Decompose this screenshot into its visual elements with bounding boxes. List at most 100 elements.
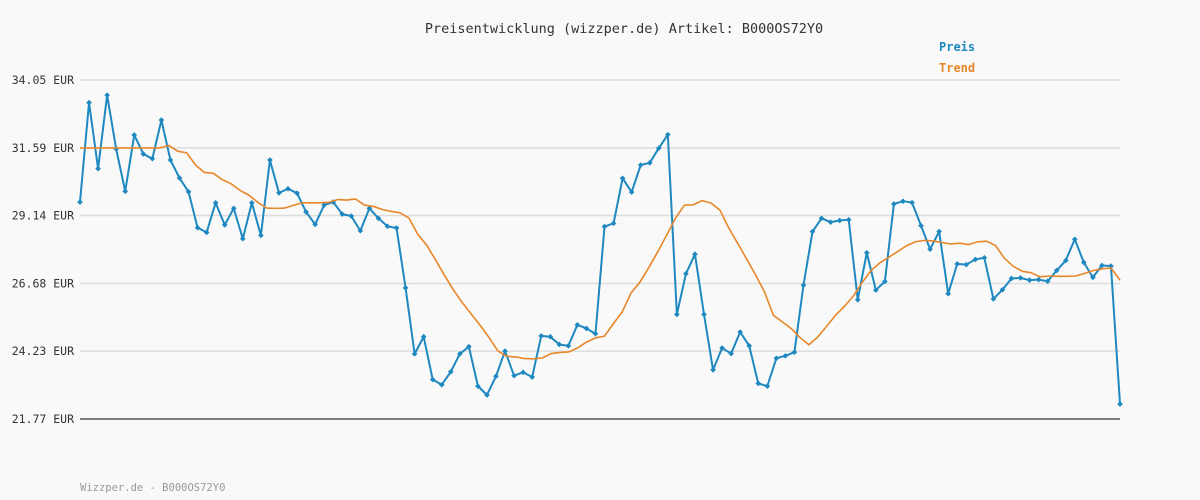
data-point xyxy=(972,256,979,263)
data-point xyxy=(827,219,834,225)
y-tick-label: 31.59 EUR xyxy=(12,141,74,155)
data-point xyxy=(493,373,499,380)
data-point xyxy=(529,374,535,380)
legend-item-trend: Trend xyxy=(939,61,975,75)
data-point xyxy=(583,325,590,332)
data-point xyxy=(655,145,662,152)
data-point xyxy=(863,249,870,256)
data-point xyxy=(294,190,300,197)
data-point xyxy=(692,251,698,258)
data-point xyxy=(158,117,165,123)
data-point xyxy=(285,185,291,192)
data-point xyxy=(719,345,725,351)
data-point xyxy=(321,202,327,208)
data-point xyxy=(258,232,264,239)
data-point xyxy=(891,201,897,207)
data-point xyxy=(95,165,101,172)
data-point xyxy=(574,322,581,328)
series-layer xyxy=(77,92,1123,407)
data-point xyxy=(86,99,92,106)
data-point xyxy=(420,333,427,340)
data-point xyxy=(411,351,418,357)
data-point xyxy=(637,162,644,168)
data-point xyxy=(954,261,961,267)
data-point xyxy=(375,215,382,222)
data-point xyxy=(1081,259,1087,266)
data-point xyxy=(185,188,192,195)
data-point xyxy=(457,351,463,357)
series-line-trend xyxy=(80,144,1121,360)
data-point xyxy=(791,349,798,356)
data-point xyxy=(167,157,174,163)
data-point xyxy=(882,278,888,285)
data-point xyxy=(339,211,346,217)
data-point xyxy=(873,287,879,293)
data-point xyxy=(1117,401,1123,407)
data-point xyxy=(945,290,951,297)
data-point xyxy=(176,175,183,181)
data-point xyxy=(565,343,572,349)
data-point xyxy=(447,368,454,375)
series-line-preis xyxy=(79,94,1121,405)
data-point xyxy=(303,209,309,215)
data-point xyxy=(854,296,861,303)
data-point xyxy=(520,369,526,376)
data-point xyxy=(683,270,689,277)
data-point xyxy=(267,157,273,163)
data-point xyxy=(221,222,228,228)
data-point xyxy=(782,352,789,359)
data-point xyxy=(77,199,83,205)
data-point xyxy=(665,131,671,138)
data-point xyxy=(746,343,753,349)
data-point xyxy=(502,348,508,354)
data-point xyxy=(1071,236,1078,243)
data-point xyxy=(104,92,110,99)
data-point xyxy=(438,381,445,388)
y-tick-label: 21.77 EUR xyxy=(12,412,74,426)
data-point xyxy=(773,355,780,362)
data-point xyxy=(674,311,680,318)
data-point xyxy=(249,200,255,206)
data-point xyxy=(701,311,707,318)
data-point xyxy=(547,333,554,340)
data-point xyxy=(1053,267,1060,274)
data-point xyxy=(737,329,743,335)
data-point xyxy=(511,372,517,379)
data-point xyxy=(122,188,129,195)
y-tick-label: 29.14 EUR xyxy=(12,209,74,223)
data-point xyxy=(900,198,906,205)
data-point xyxy=(1044,278,1051,285)
data-point xyxy=(936,228,942,235)
data-point xyxy=(818,215,825,222)
data-point xyxy=(366,205,373,212)
y-tick-label: 26.68 EUR xyxy=(12,276,74,290)
data-point xyxy=(1026,277,1033,283)
data-point xyxy=(230,205,237,212)
data-point xyxy=(646,159,653,166)
data-point xyxy=(312,221,318,228)
data-point xyxy=(149,155,156,162)
data-point xyxy=(556,341,563,348)
data-point xyxy=(194,224,201,231)
data-point xyxy=(239,235,246,242)
data-point xyxy=(357,227,364,234)
data-point xyxy=(140,151,147,157)
data-point xyxy=(466,343,472,350)
data-point xyxy=(918,222,924,229)
data-point xyxy=(402,285,409,291)
data-point xyxy=(384,223,391,230)
data-point xyxy=(764,383,771,389)
data-point xyxy=(348,213,355,219)
chart-title: Preisentwicklung (wizzper.de) Artikel: B… xyxy=(425,21,823,37)
data-point xyxy=(728,350,734,357)
data-point xyxy=(909,199,915,206)
data-point xyxy=(484,392,490,398)
data-point xyxy=(610,220,617,227)
data-point xyxy=(429,376,436,383)
data-point xyxy=(628,189,635,195)
data-point xyxy=(212,200,219,206)
y-tick-label: 34.05 EUR xyxy=(12,73,74,87)
data-point xyxy=(619,175,626,182)
data-point xyxy=(131,132,138,138)
